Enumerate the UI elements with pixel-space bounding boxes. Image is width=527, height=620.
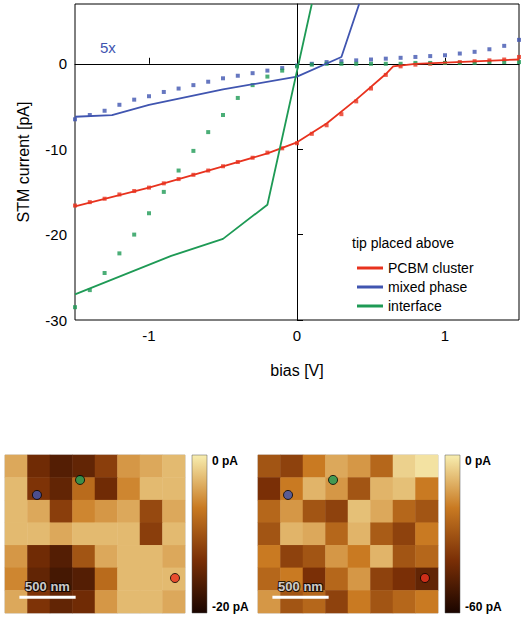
svg-text:interface: interface <box>388 298 442 314</box>
svg-text:0 pA: 0 pA <box>212 454 238 468</box>
svg-text:-10: -10 <box>45 141 67 158</box>
svg-text:-20 pA: -20 pA <box>212 600 249 614</box>
svg-text:mixed phase: mixed phase <box>388 279 468 295</box>
svg-text:bias [V]: bias [V] <box>270 362 323 379</box>
svg-text:0: 0 <box>293 327 301 344</box>
svg-text:5x: 5x <box>100 39 116 56</box>
svg-text:-20: -20 <box>45 226 67 243</box>
svg-text:-30: -30 <box>45 312 67 329</box>
svg-text:-1: -1 <box>142 327 155 344</box>
svg-text:500 nm: 500 nm <box>25 579 70 594</box>
svg-text:STM current [pA]: STM current [pA] <box>15 102 32 223</box>
svg-text:0 pA: 0 pA <box>465 454 491 468</box>
svg-text:tip placed above: tip placed above <box>352 235 454 251</box>
svg-text:PCBM cluster: PCBM cluster <box>388 260 474 276</box>
svg-text:500 nm: 500 nm <box>278 579 323 594</box>
svg-text:1: 1 <box>441 327 449 344</box>
svg-text:-60 pA: -60 pA <box>465 600 502 614</box>
svg-text:0: 0 <box>59 55 67 72</box>
